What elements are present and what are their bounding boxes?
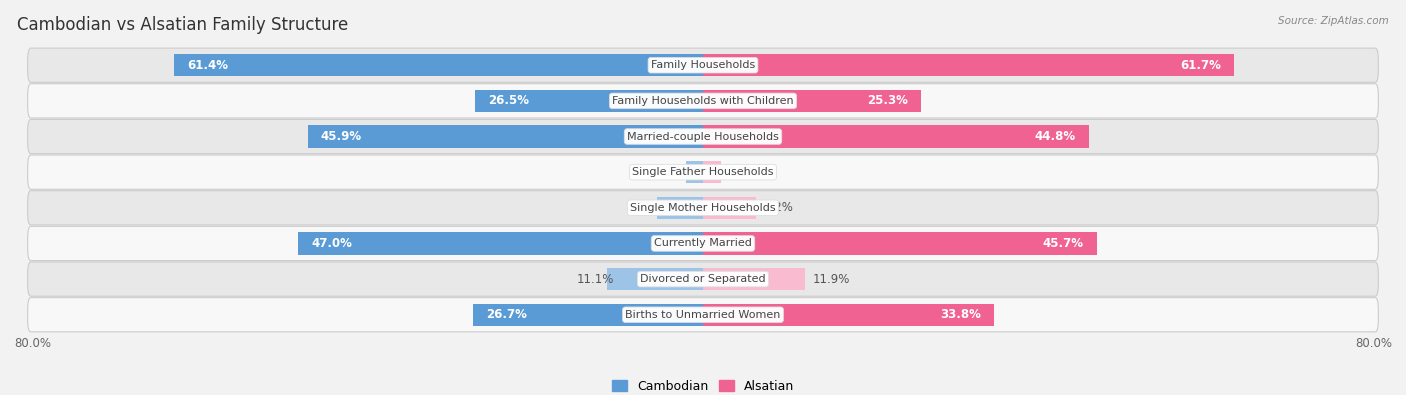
- Text: 45.7%: 45.7%: [1043, 237, 1084, 250]
- Text: 26.5%: 26.5%: [488, 94, 529, 107]
- FancyBboxPatch shape: [28, 226, 1378, 261]
- Bar: [658, 197, 703, 219]
- Bar: [703, 232, 1097, 254]
- FancyBboxPatch shape: [28, 298, 1378, 332]
- Text: Currently Married: Currently Married: [654, 239, 752, 248]
- Text: 25.3%: 25.3%: [868, 94, 908, 107]
- Text: 47.0%: 47.0%: [311, 237, 352, 250]
- Text: 2.1%: 2.1%: [728, 166, 758, 179]
- Text: 61.4%: 61.4%: [187, 59, 228, 72]
- Text: 33.8%: 33.8%: [941, 308, 981, 321]
- Text: Single Father Households: Single Father Households: [633, 167, 773, 177]
- Bar: [472, 304, 703, 326]
- Text: 26.7%: 26.7%: [486, 308, 527, 321]
- Bar: [703, 197, 756, 219]
- Text: 11.9%: 11.9%: [813, 273, 849, 286]
- Text: Married-couple Households: Married-couple Households: [627, 132, 779, 141]
- Legend: Cambodian, Alsatian: Cambodian, Alsatian: [607, 375, 799, 395]
- Text: 11.1%: 11.1%: [576, 273, 614, 286]
- FancyBboxPatch shape: [28, 262, 1378, 296]
- Bar: [174, 54, 703, 76]
- Bar: [703, 161, 721, 183]
- Text: 2.0%: 2.0%: [662, 166, 693, 179]
- Text: 5.3%: 5.3%: [634, 201, 664, 214]
- Bar: [703, 268, 806, 290]
- Bar: [703, 304, 994, 326]
- Text: 61.7%: 61.7%: [1181, 59, 1222, 72]
- Bar: [703, 54, 1234, 76]
- Text: Family Households: Family Households: [651, 60, 755, 70]
- Text: 44.8%: 44.8%: [1035, 130, 1076, 143]
- Text: Cambodian vs Alsatian Family Structure: Cambodian vs Alsatian Family Structure: [17, 16, 349, 34]
- FancyBboxPatch shape: [28, 155, 1378, 189]
- FancyBboxPatch shape: [28, 84, 1378, 118]
- FancyBboxPatch shape: [28, 191, 1378, 225]
- Text: 80.0%: 80.0%: [14, 337, 51, 350]
- FancyBboxPatch shape: [28, 119, 1378, 154]
- Bar: [703, 90, 921, 112]
- Text: 80.0%: 80.0%: [1355, 337, 1392, 350]
- Text: Births to Unmarried Women: Births to Unmarried Women: [626, 310, 780, 320]
- Bar: [686, 161, 703, 183]
- Text: 45.9%: 45.9%: [321, 130, 361, 143]
- Text: Single Mother Households: Single Mother Households: [630, 203, 776, 213]
- Bar: [475, 90, 703, 112]
- Bar: [308, 126, 703, 148]
- Text: Source: ZipAtlas.com: Source: ZipAtlas.com: [1278, 16, 1389, 26]
- Text: Family Households with Children: Family Households with Children: [612, 96, 794, 106]
- Text: 6.2%: 6.2%: [763, 201, 793, 214]
- Bar: [607, 268, 703, 290]
- Text: Divorced or Separated: Divorced or Separated: [640, 274, 766, 284]
- FancyBboxPatch shape: [28, 48, 1378, 82]
- Bar: [703, 126, 1088, 148]
- Bar: [298, 232, 703, 254]
